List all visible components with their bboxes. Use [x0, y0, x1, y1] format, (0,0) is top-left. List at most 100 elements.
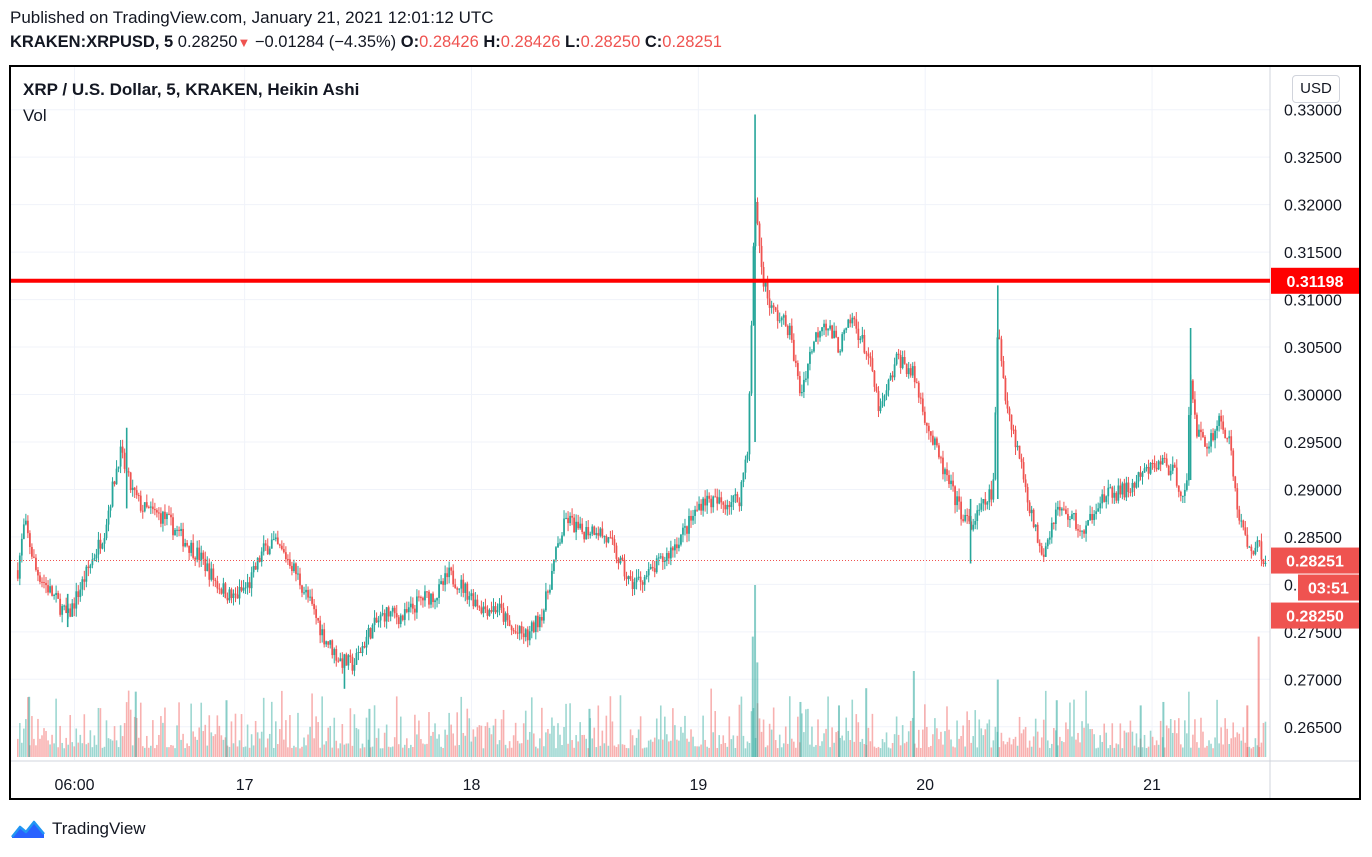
candle-body — [909, 368, 912, 376]
volume-bar — [873, 746, 876, 757]
volume-bar — [361, 743, 364, 757]
candle-body — [226, 597, 229, 601]
candle-body — [1161, 457, 1164, 465]
candle-body — [934, 438, 936, 445]
volume-bar — [724, 742, 727, 757]
candle-body — [609, 537, 612, 539]
candle-body — [258, 557, 261, 562]
candle-body — [1232, 450, 1235, 477]
volume-bar — [299, 748, 301, 757]
volume-bar — [526, 739, 529, 757]
volume-bar — [1196, 742, 1198, 757]
candle-body — [369, 628, 372, 639]
candle-body — [770, 305, 773, 308]
volume-bar — [141, 746, 144, 757]
volume-bar — [797, 716, 799, 757]
candle-body — [1060, 508, 1063, 511]
volume-bar — [520, 743, 523, 757]
volume-bar — [778, 734, 781, 757]
candle-body — [835, 330, 838, 338]
volume-bar — [672, 708, 674, 757]
candle-body — [454, 584, 457, 589]
candle-body — [1081, 530, 1083, 532]
candle-body — [460, 579, 463, 589]
volume-bar — [1173, 720, 1176, 757]
published-note: Published on TradingView.com, January 21… — [10, 8, 494, 27]
volume-bar — [200, 702, 203, 757]
candle-body — [899, 355, 902, 368]
candle-body — [75, 591, 78, 609]
candle-body — [746, 454, 749, 460]
volume-bar — [653, 737, 656, 757]
candle-body — [931, 435, 934, 445]
candle-body — [506, 613, 509, 621]
volume-bar — [583, 734, 585, 757]
chart-frame[interactable] — [9, 65, 1361, 800]
candle-body — [103, 538, 106, 544]
volume-bar — [712, 732, 714, 757]
candle-body — [438, 584, 440, 598]
price-tick-label: 0.27500 — [1284, 625, 1342, 642]
volume-bar — [631, 735, 634, 757]
candle-body — [1044, 546, 1047, 557]
volume-bar — [252, 745, 255, 757]
candle-body — [736, 494, 739, 503]
candle-body — [738, 502, 741, 507]
candle-body — [1022, 462, 1025, 480]
volume-bar — [575, 735, 577, 757]
volume-bar — [655, 718, 658, 757]
volume-bar — [1190, 747, 1192, 757]
candle-body — [1204, 436, 1206, 447]
candle-body — [750, 325, 753, 394]
candle-body — [786, 325, 789, 336]
volume-bar — [1014, 736, 1017, 757]
footer-brand[interactable]: TradingView — [10, 818, 146, 840]
candle-body — [291, 565, 293, 571]
candle-body — [214, 579, 217, 582]
volume-bar — [355, 727, 358, 757]
volume-bar — [889, 748, 892, 757]
currency-button[interactable]: USD — [1292, 75, 1340, 103]
volume-bar — [444, 729, 446, 757]
volume-bar — [67, 744, 69, 757]
volume-bar — [117, 747, 120, 757]
volume-bar — [793, 741, 795, 757]
volume-bar — [992, 740, 995, 757]
candle-body — [510, 626, 513, 631]
candle-body — [863, 334, 866, 353]
candle-body — [1097, 508, 1100, 512]
volume-bar — [1042, 719, 1045, 757]
candle-body — [228, 589, 231, 601]
volume-bar — [339, 743, 342, 757]
volume-spike-bar — [225, 700, 228, 757]
volume-bar — [1204, 747, 1206, 757]
volume-bar — [393, 737, 396, 757]
volume-bar — [25, 719, 27, 757]
volume-bar — [31, 716, 33, 757]
volume-bar — [1127, 732, 1130, 757]
candle-body — [331, 640, 334, 656]
candle-body — [1050, 522, 1053, 538]
candle-body — [913, 366, 916, 383]
volume-bar — [795, 747, 797, 757]
volume-bar — [1030, 746, 1033, 757]
volume-bar — [1163, 747, 1166, 757]
candle-body — [1085, 525, 1087, 534]
volume-bar — [1240, 740, 1243, 757]
down-arrow-icon: ▼ — [237, 35, 251, 50]
candle-body — [653, 568, 656, 573]
candle-body — [784, 315, 787, 326]
volume-bar — [907, 731, 910, 757]
candle-body — [667, 553, 670, 559]
volume-bar — [905, 741, 908, 757]
volume-bar — [883, 742, 886, 757]
candle-body — [31, 546, 33, 557]
volume-bar — [1006, 741, 1009, 757]
candle-body — [1157, 461, 1160, 470]
candle-body — [1216, 425, 1218, 431]
volume-bar — [563, 726, 565, 757]
volume-bar — [508, 741, 511, 757]
volume-bar — [1022, 729, 1025, 757]
candle-body — [498, 603, 501, 611]
